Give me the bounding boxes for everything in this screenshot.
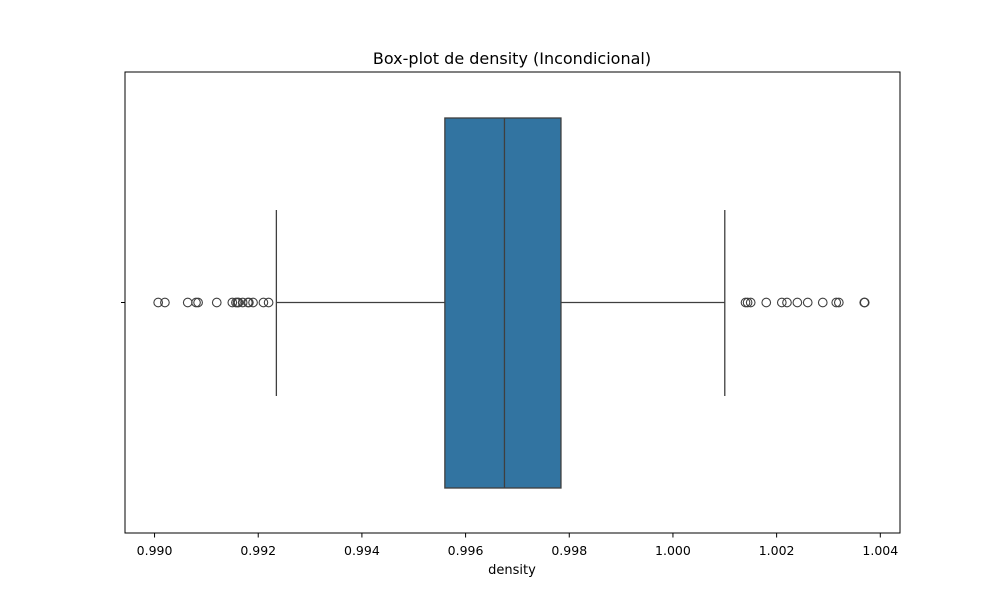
outlier-point <box>833 297 844 308</box>
outlier-point <box>193 297 203 308</box>
x-axis: 0.990 0.992 0.994 0.996 0.998 1.000 1.002 1.004 <box>137 533 898 558</box>
x-axis-label: density <box>488 563 536 578</box>
outlier-point <box>263 297 274 308</box>
outlier-point <box>227 297 238 308</box>
x-tick-label: 1.000 <box>655 543 691 558</box>
outlier-point <box>244 297 254 308</box>
outlier-point <box>237 297 248 308</box>
x-tick-label: 0.998 <box>551 543 587 558</box>
x-tick-label: 0.996 <box>448 543 484 558</box>
outlier-point <box>859 297 870 308</box>
outlier-point <box>742 297 753 308</box>
x-tick-label: 0.994 <box>344 543 380 558</box>
outlier-point <box>233 297 244 308</box>
x-tick-label: 0.992 <box>240 543 276 558</box>
outlier-point <box>740 297 751 308</box>
outlier-point <box>817 297 828 308</box>
chart-title: Box-plot de density (Incondicional) <box>373 49 651 68</box>
outlier-point <box>782 297 792 308</box>
iqr-box <box>444 117 562 489</box>
outlier-point <box>153 297 164 308</box>
outlier-point <box>831 297 842 308</box>
outlier-point <box>182 297 193 308</box>
outlier-point <box>802 297 813 308</box>
outlier-point <box>191 297 201 308</box>
plot-area <box>153 117 870 489</box>
outlier-point <box>792 297 803 308</box>
outlier-point <box>258 297 269 308</box>
outlier-point <box>211 297 222 308</box>
x-tick-label: 1.002 <box>759 543 795 558</box>
outlier-point <box>761 297 772 308</box>
outlier-point <box>248 297 258 308</box>
outlier-point <box>745 297 756 308</box>
outlier-point <box>776 297 787 308</box>
x-tick-label: 0.990 <box>137 543 173 558</box>
outlier-point <box>160 297 170 308</box>
x-tick-label: 1.004 <box>862 543 898 558</box>
